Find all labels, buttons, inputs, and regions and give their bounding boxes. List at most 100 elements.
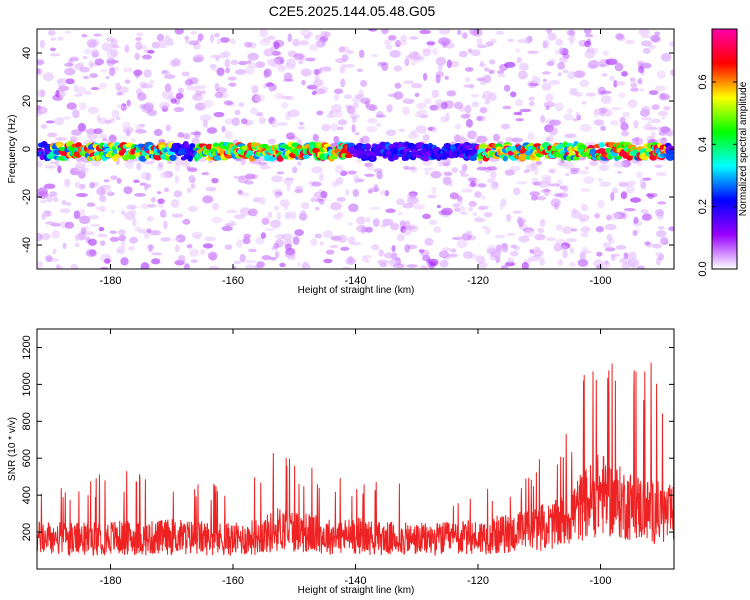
- spectrogram-cell: [88, 249, 97, 256]
- spectrogram-cell: [573, 70, 586, 78]
- spectrogram-cell: [45, 255, 53, 263]
- spectrogram-cell: [507, 38, 515, 42]
- spectrogram-cell: [666, 154, 674, 161]
- spectrogram-cell: [518, 62, 529, 71]
- spectrogram-cell: [600, 125, 606, 132]
- spectrogram-cell: [441, 247, 451, 252]
- spectrogram-cell: [632, 230, 638, 236]
- spectrogram-cell: [481, 195, 486, 200]
- spectrogram-cell: [515, 98, 524, 107]
- spectrogram-cell: [504, 261, 516, 267]
- spectrogram-cell: [205, 186, 217, 192]
- spectrogram-cell: [598, 142, 605, 148]
- spectrogram-cell: [624, 39, 635, 45]
- spectrogram-cell: [287, 109, 300, 118]
- spectrogram-cell: [644, 241, 651, 246]
- spectrogram-cell: [489, 59, 496, 65]
- spectrogram-cell: [376, 170, 383, 180]
- spectrogram-cell: [187, 205, 198, 212]
- spectrogram-cell: [437, 64, 443, 72]
- spectrogram-cell: [259, 165, 271, 170]
- spectrogram-cell: [640, 116, 653, 121]
- spectrogram-cell: [611, 212, 620, 221]
- spectrogram-cell: [647, 193, 655, 200]
- spectrogram-cell: [245, 264, 256, 269]
- spectrogram-cell: [285, 62, 297, 70]
- spectrogram-cell: [345, 257, 356, 266]
- spectrogram-cell: [545, 237, 557, 242]
- spectrogram-cell: [239, 207, 251, 216]
- spectrogram-cell: [445, 112, 450, 122]
- spectrogram-cell: [314, 74, 320, 81]
- spectrogram-cell: [398, 128, 406, 133]
- spectrogram-cell: [99, 240, 106, 247]
- spectrogram-cell: [295, 185, 304, 192]
- spectrogram-cell: [77, 232, 87, 241]
- spectrogram-cell: [479, 76, 488, 86]
- spectrogram-cell: [379, 190, 387, 196]
- spectrogram-cell: [441, 40, 450, 46]
- spectrogram-cell: [539, 219, 546, 227]
- spectrogram-cell: [375, 122, 382, 128]
- spectrogram-cell: [438, 29, 451, 35]
- spectrogram-cell: [74, 242, 80, 248]
- snr-x-tick-label: -100: [589, 575, 611, 587]
- spectrogram-cell: [219, 51, 227, 59]
- spectrogram-cell: [83, 55, 88, 60]
- spectrogram-cell: [635, 171, 643, 179]
- spectrogram-cell: [213, 155, 223, 161]
- spectrogram-cell: [486, 166, 498, 171]
- spectrogram-cell: [173, 106, 185, 113]
- spectrogram-cell: [396, 233, 405, 242]
- snr-y-tick-label: 400: [21, 486, 33, 504]
- spectrogram-cell: [163, 187, 169, 192]
- spectrogram-cell: [157, 39, 169, 49]
- spectrogram-cell: [542, 39, 550, 49]
- spectrogram-cell: [311, 181, 322, 187]
- spectrogram-cell: [159, 209, 167, 218]
- spectrogram-cell: [329, 244, 339, 249]
- spectrogram-cell: [336, 197, 346, 202]
- spectrogram-cell: [660, 52, 672, 62]
- spectrogram-cell: [243, 41, 253, 48]
- spectrogram-cell: [317, 68, 323, 74]
- spectrogram-cell: [120, 257, 129, 266]
- spectrogram-cell: [502, 105, 512, 110]
- spectrogram-cell: [303, 34, 311, 40]
- spectrogram-cell: [381, 29, 389, 35]
- spectrogram-cell: [465, 77, 470, 82]
- spectrogram-cell: [211, 202, 220, 211]
- spectrogram-cell: [376, 259, 389, 265]
- spectrogram-cell: [163, 220, 168, 230]
- spectrogram-cell: [77, 122, 87, 132]
- spectrogram-cell: [545, 105, 550, 111]
- spectrogram-cell: [610, 192, 615, 201]
- spectrogram-cell: [469, 29, 480, 36]
- spectrogram-cell: [299, 210, 307, 217]
- spectrogram-cell: [246, 150, 254, 156]
- spectrogram-cell: [457, 199, 463, 206]
- spectrogram-cell: [618, 92, 626, 99]
- spectrogram-cell: [433, 226, 442, 234]
- spectrogram-cell: [164, 83, 172, 93]
- spectrogram-cell: [68, 58, 73, 66]
- spectrogram-cell: [54, 159, 60, 167]
- spectrogram-cell: [418, 249, 425, 253]
- spectrogram-cell: [638, 77, 643, 85]
- spectrogram-cell: [642, 177, 652, 181]
- spectrogram-cell: [580, 226, 591, 233]
- spectrogram-cell: [595, 226, 605, 233]
- spectrogram-cell: [556, 192, 569, 198]
- spectrogram-cell: [641, 213, 652, 221]
- spectrogram-cell: [423, 98, 432, 105]
- spectrogram-cell: [270, 219, 281, 229]
- spectrogram-cell: [149, 230, 162, 236]
- spectrogram-cell: [597, 177, 603, 182]
- spectrogram-cell: [655, 85, 666, 92]
- spectrogram-cell: [276, 212, 282, 221]
- spectrogram-cell: [620, 122, 629, 131]
- spectrogram-cell: [535, 160, 542, 166]
- spectrogram-cell: [103, 179, 110, 183]
- spectrogram-cell: [134, 70, 140, 79]
